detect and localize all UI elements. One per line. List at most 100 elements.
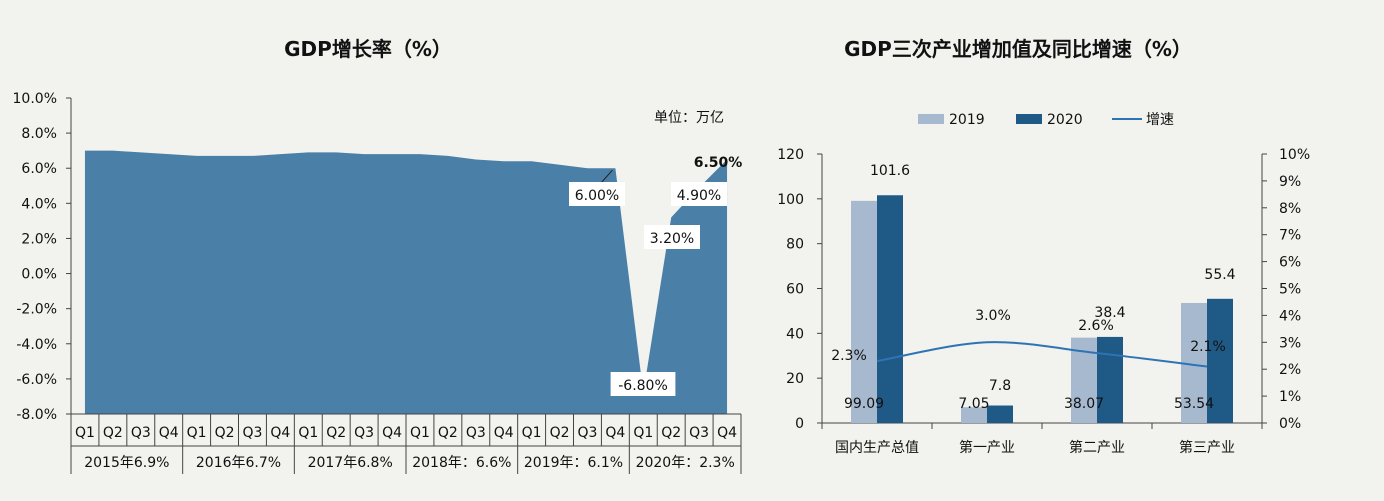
- right-y-tick-label: 40: [786, 326, 804, 342]
- left-y-tick-label: 10.0%: [13, 91, 57, 107]
- bar-2020-value-label: 38.4: [1094, 305, 1125, 321]
- right-y-tick-label: 120: [777, 147, 804, 163]
- right-y2-tick-label: 0%: [1279, 416, 1301, 432]
- data-label-box: [671, 182, 727, 206]
- quarter-label: Q2: [438, 425, 458, 441]
- quarter-label: Q1: [75, 425, 95, 441]
- left-y-tick-label: 0.0%: [21, 267, 57, 283]
- right-y2-tick-label: 8%: [1279, 201, 1301, 217]
- right-y2-tick-label: 3%: [1279, 335, 1301, 351]
- quarter-label: Q4: [382, 425, 402, 441]
- right-y-tick-label: 80: [786, 237, 804, 253]
- category-label: 第二产业: [1069, 439, 1125, 456]
- right-chart-title: GDP三次产业增加值及同比增速（%）: [844, 37, 1192, 61]
- quarter-label: Q2: [661, 425, 681, 441]
- left-y-tick-label: 6.0%: [21, 161, 57, 177]
- bar-2019: [851, 200, 877, 423]
- quarter-label: Q2: [103, 425, 123, 441]
- gdp-growth-area-chart: 10.0% 8.0% 6.0% 4.0% 2.0% 0.0% -2.0% -4.0% -6.0%…: [13, 91, 743, 474]
- data-label-box: [644, 225, 700, 249]
- right-y2-tick-label: 9%: [1279, 174, 1301, 190]
- year-group-label: 2015年6.9%: [84, 455, 169, 471]
- right-y2-tick-label: 4%: [1279, 308, 1301, 324]
- left-y-tick-label: 4.0%: [21, 196, 57, 212]
- bar-2019: [961, 407, 987, 423]
- bar-2020: [1097, 336, 1123, 423]
- quarter-label: Q1: [187, 425, 207, 441]
- gdp-industry-bar-chart: 120 100 80 60 40 20 0 10% 9% 8% 7% 6% 5% 4% 3% 2% 1% 0% 99…: [777, 112, 1310, 456]
- right-y-tick-label: 0: [795, 416, 804, 432]
- year-group-label: 2018年：6.6%: [412, 455, 511, 471]
- left-chart-title: GDP增长率（%）: [284, 37, 452, 61]
- quarter-label: Q3: [577, 425, 597, 441]
- legend-label-2020: 2020: [1047, 112, 1083, 128]
- legend-label-growth: 增速: [1146, 112, 1174, 128]
- bar-2020: [987, 405, 1013, 423]
- quarter-label: Q4: [717, 425, 737, 441]
- quarter-label: Q2: [215, 425, 235, 441]
- right-y-tick-label: 60: [786, 282, 804, 298]
- right-y2-tick-label: 10%: [1279, 147, 1310, 163]
- bar-2020-value-label: 7.8: [989, 378, 1011, 394]
- category-label: 国内生产总值: [835, 440, 919, 456]
- quarter-label: Q1: [298, 425, 318, 441]
- quarter-label: Q3: [242, 425, 262, 441]
- gdp-growth-area: [84, 150, 728, 414]
- growth-rate-label: 2.1%: [1190, 339, 1226, 355]
- quarter-label: Q1: [522, 425, 542, 441]
- left-y-tick-label: -6.0%: [16, 372, 57, 388]
- data-label: 4.90%: [677, 188, 721, 204]
- growth-rate-label: 3.0%: [975, 308, 1011, 324]
- year-group-label: 2016年6.7%: [196, 455, 281, 471]
- right-y2-tick-label: 1%: [1279, 389, 1301, 405]
- data-label-box: [569, 182, 625, 206]
- growth-rate-line: [876, 341, 1208, 368]
- left-y-tick-label: -2.0%: [16, 302, 57, 318]
- year-group-label: 2020年：2.3%: [636, 455, 735, 471]
- quarter-label: Q3: [354, 425, 374, 441]
- category-label: 第三产业: [1179, 439, 1235, 456]
- right-y2-tick-label: 2%: [1279, 362, 1301, 378]
- quarter-label: Q3: [466, 425, 486, 441]
- data-label: 6.00%: [575, 188, 619, 204]
- unit-note: 单位：万亿: [654, 110, 724, 126]
- right-y2-tick-label: 6%: [1279, 255, 1301, 271]
- quarter-label: Q1: [410, 425, 430, 441]
- left-y-tick-label: -8.0%: [16, 407, 57, 423]
- bar-2020-value-label: 55.4: [1204, 267, 1235, 283]
- bar-2020: [877, 195, 903, 423]
- bar-2019-value-label: 38.07: [1064, 396, 1104, 412]
- growth-rate-label: 2.6%: [1078, 318, 1114, 334]
- data-label: 3.20%: [650, 231, 694, 247]
- bar-2019-value-label: 99.09: [844, 396, 884, 412]
- right-y2-tick-label: 7%: [1279, 228, 1301, 244]
- quarter-label: Q4: [159, 425, 179, 441]
- year-group-label: 2019年：6.1%: [524, 455, 623, 471]
- right-y2-tick-label: 5%: [1279, 282, 1301, 298]
- legend-swatch-2020: [1016, 114, 1042, 124]
- left-y-tick-label: -4.0%: [16, 337, 57, 353]
- bar-2019-value-label: 7.05: [958, 396, 989, 412]
- category-label: 第一产业: [959, 439, 1015, 456]
- quarter-label: Q3: [689, 425, 709, 441]
- left-y-tick-label: 2.0%: [21, 231, 57, 247]
- quarter-label: Q2: [326, 425, 346, 441]
- quarter-label: Q4: [605, 425, 625, 441]
- bar-2019-value-label: 53.54: [1174, 396, 1214, 412]
- quarter-label: Q3: [131, 425, 151, 441]
- bar-2020: [1207, 298, 1233, 423]
- left-y-tick-label: 8.0%: [21, 126, 57, 142]
- quarter-label: Q2: [550, 425, 570, 441]
- growth-rate-label: 2.3%: [831, 348, 867, 364]
- bar-2020-value-label: 101.6: [870, 163, 910, 179]
- quarter-label: Q4: [494, 425, 514, 441]
- year-group-label: 2017年6.8%: [308, 455, 393, 471]
- legend-label-2019: 2019: [949, 112, 985, 128]
- right-y-tick-label: 20: [786, 371, 804, 387]
- data-label-leader: [600, 169, 613, 184]
- data-label: 6.50%: [694, 155, 743, 171]
- right-y-tick-label: 100: [777, 192, 804, 208]
- data-label: -6.80%: [618, 378, 668, 394]
- quarter-label: Q4: [270, 425, 290, 441]
